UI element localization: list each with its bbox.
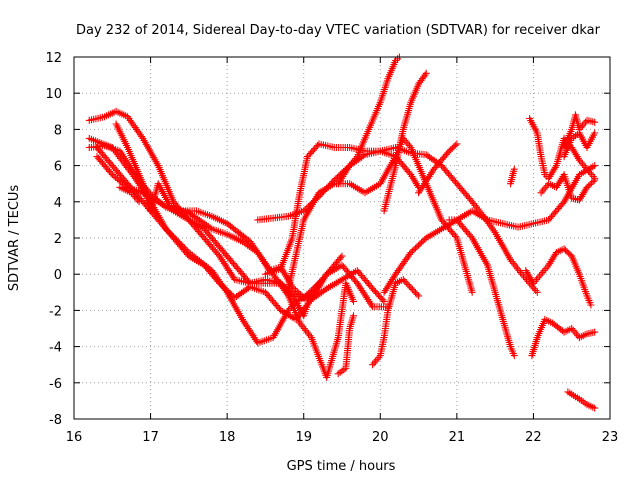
y-tick-label: 0 <box>54 268 62 283</box>
series-track-7 <box>116 183 143 206</box>
series-track-23 <box>560 129 599 161</box>
y-tick-label: 10 <box>45 87 62 102</box>
data-series <box>85 53 599 412</box>
series-track-22 <box>560 111 599 151</box>
chart-title: Day 232 of 2014, Sidereal Day-to-day VTE… <box>76 23 601 38</box>
x-tick-label: 20 <box>372 430 389 445</box>
x-tick-label: 19 <box>295 430 312 445</box>
y-tick-label: 12 <box>45 51 62 66</box>
y-tick-label: 4 <box>54 196 62 211</box>
series-track-11 <box>334 53 403 188</box>
y-tick-label: -8 <box>49 413 62 428</box>
series-track-21 <box>537 171 599 204</box>
series-track-12 <box>334 312 357 378</box>
axis-ticks <box>73 56 611 420</box>
y-tick-labels: -8 -6 -4 -2 0 2 4 6 8 10 12 <box>45 51 62 428</box>
series-track-13 <box>369 276 423 369</box>
x-tick-label: 22 <box>525 430 542 445</box>
series-track-18 <box>522 245 595 309</box>
series-track-14 <box>380 69 430 215</box>
series-track-10 <box>284 134 476 296</box>
series-track-19 <box>528 315 599 360</box>
x-tick-label: 18 <box>219 430 236 445</box>
series-track-17 <box>445 216 518 360</box>
x-tick-label: 21 <box>449 430 466 445</box>
y-axis-label: SDTVAR / TECUs <box>7 185 22 292</box>
series-track-20 <box>526 115 599 182</box>
series-track-24 <box>564 388 599 412</box>
series-track-5 <box>93 153 311 305</box>
y-tick-label: 8 <box>54 123 62 138</box>
y-tick-label: 2 <box>54 232 62 247</box>
x-tick-label: 17 <box>142 430 159 445</box>
series-track-15 <box>380 162 599 296</box>
x-axis-label: GPS time / hours <box>287 459 396 474</box>
y-tick-label: -6 <box>49 377 62 392</box>
y-tick-label: -4 <box>49 341 62 356</box>
y-tick-label: 6 <box>54 160 62 175</box>
grid <box>74 57 610 419</box>
series-track-1 <box>85 107 388 305</box>
series-track-25 <box>507 165 518 188</box>
x-tick-labels: 16 17 18 19 20 21 22 23 <box>66 430 619 445</box>
series-track-16 <box>415 140 461 197</box>
y-tick-label: -2 <box>49 304 62 319</box>
x-tick-label: 16 <box>66 430 83 445</box>
x-tick-label: 23 <box>602 430 619 445</box>
